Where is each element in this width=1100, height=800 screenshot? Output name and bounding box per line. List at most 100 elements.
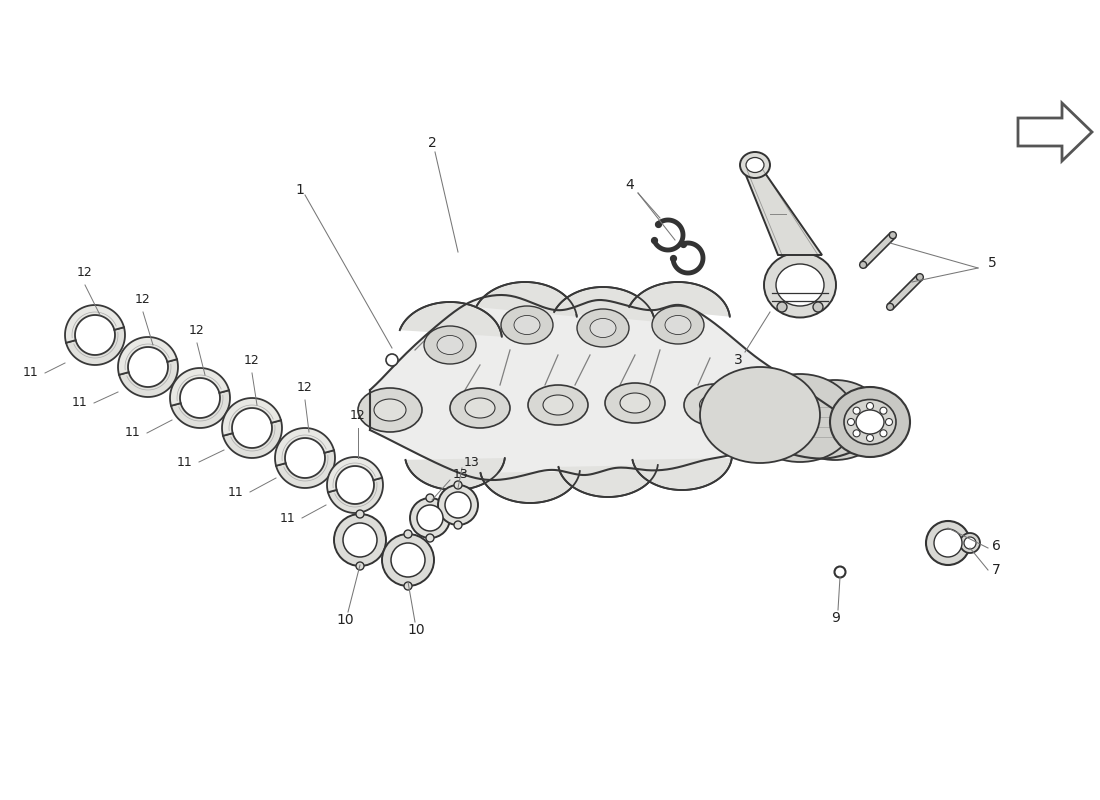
Circle shape [886,418,892,426]
Text: 2: 2 [428,136,437,150]
Circle shape [964,537,976,549]
Circle shape [426,494,434,502]
Circle shape [867,434,873,442]
Circle shape [404,530,412,538]
Text: 9: 9 [832,611,840,625]
Circle shape [847,418,855,426]
Ellipse shape [543,395,573,415]
Circle shape [860,262,867,268]
Circle shape [343,523,377,557]
Polygon shape [118,337,177,374]
Text: 11: 11 [72,397,87,410]
Ellipse shape [605,383,665,423]
Polygon shape [65,305,124,342]
Ellipse shape [652,306,704,344]
Text: 1: 1 [296,183,305,197]
Circle shape [386,354,398,366]
Circle shape [417,505,443,531]
Ellipse shape [776,264,824,306]
Ellipse shape [700,394,730,415]
Polygon shape [66,327,125,365]
Text: 5: 5 [988,256,997,270]
Ellipse shape [590,318,616,338]
Polygon shape [399,302,502,337]
Ellipse shape [785,380,886,460]
Text: 4: 4 [626,178,635,192]
Text: 10: 10 [407,623,425,637]
Text: 12: 12 [135,293,151,306]
Ellipse shape [844,399,896,445]
Polygon shape [328,478,383,513]
Ellipse shape [528,385,588,425]
Circle shape [404,582,412,590]
Circle shape [410,498,450,538]
Polygon shape [406,458,505,490]
Text: 12: 12 [244,354,260,367]
Polygon shape [275,428,334,466]
Circle shape [334,514,386,566]
Ellipse shape [684,384,746,426]
Circle shape [880,407,887,414]
Ellipse shape [856,410,884,434]
Polygon shape [632,458,732,490]
Polygon shape [119,359,178,397]
Ellipse shape [437,335,463,354]
Circle shape [454,521,462,529]
Circle shape [880,430,887,437]
Polygon shape [1018,103,1092,161]
Text: 11: 11 [124,426,140,439]
Polygon shape [888,274,922,310]
Circle shape [446,492,471,518]
Ellipse shape [700,367,820,463]
Circle shape [916,274,923,281]
Polygon shape [170,368,229,406]
Circle shape [777,302,786,312]
Ellipse shape [500,306,553,344]
Text: 12: 12 [189,324,205,337]
Text: 13: 13 [464,455,480,469]
Text: 11: 11 [176,455,192,469]
Circle shape [426,534,434,542]
Polygon shape [860,233,895,267]
Circle shape [889,232,896,238]
Circle shape [454,481,462,489]
Text: 11: 11 [228,486,243,498]
Circle shape [356,510,364,518]
Polygon shape [481,471,580,503]
Circle shape [835,566,846,578]
Text: 10: 10 [337,613,354,627]
Text: 6: 6 [992,539,1001,553]
Ellipse shape [358,388,422,432]
Polygon shape [276,450,336,488]
Polygon shape [222,398,280,436]
Ellipse shape [374,399,406,421]
Text: 3: 3 [734,353,742,367]
Ellipse shape [764,253,836,318]
Circle shape [854,407,860,414]
Ellipse shape [424,326,476,364]
Ellipse shape [746,158,764,173]
Ellipse shape [620,393,650,413]
Circle shape [926,521,970,565]
Circle shape [934,529,962,557]
Polygon shape [559,465,658,497]
Ellipse shape [830,387,910,457]
Polygon shape [370,295,874,480]
Circle shape [813,302,823,312]
Ellipse shape [578,309,629,347]
Text: 12: 12 [297,381,312,394]
Polygon shape [745,165,822,255]
Circle shape [390,543,425,577]
Ellipse shape [740,152,770,178]
Polygon shape [629,282,729,317]
Text: 11: 11 [279,511,295,525]
Ellipse shape [514,315,540,334]
Circle shape [382,534,435,586]
Polygon shape [223,420,282,458]
Circle shape [887,303,893,310]
Text: 12: 12 [350,409,366,422]
Ellipse shape [450,388,510,428]
Text: 12: 12 [77,266,92,279]
Circle shape [356,562,364,570]
Text: 7: 7 [992,563,1001,577]
